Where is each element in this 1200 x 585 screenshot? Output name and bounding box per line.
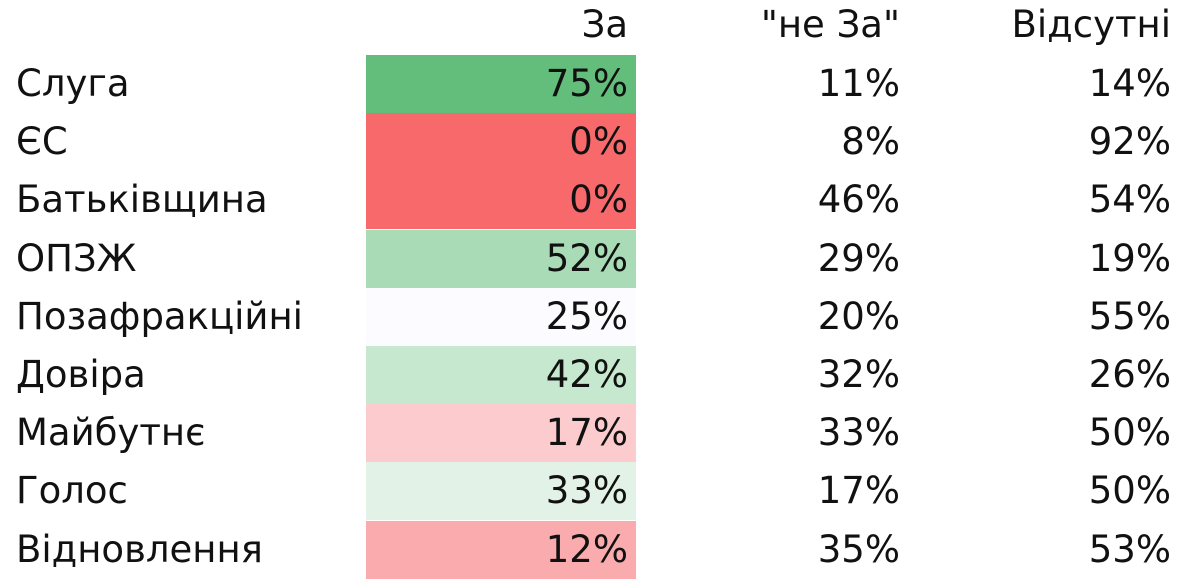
- table-cell: 32%: [817, 353, 900, 396]
- column-header: За: [581, 3, 628, 46]
- column-header: Відсутні: [1011, 3, 1171, 46]
- row-label: ОПЗЖ: [16, 236, 137, 280]
- table-cell: 92%: [1088, 120, 1171, 164]
- table-cell: 42%: [366, 346, 636, 404]
- table-cell: 35%: [817, 527, 900, 571]
- table-cell: 12%: [366, 520, 636, 579]
- table-cell: 19%: [1088, 236, 1171, 280]
- row-label: ЄС: [16, 120, 68, 164]
- table-cell: 17%: [366, 404, 636, 463]
- row-label: Голос: [16, 469, 128, 513]
- row-label: Майбутнє: [16, 411, 206, 455]
- row-label: Слуга: [16, 62, 130, 105]
- table-cell: 46%: [817, 178, 900, 222]
- table-cell: 75%: [366, 55, 636, 113]
- table-cell: 0%: [366, 113, 636, 172]
- table-cell: 29%: [817, 236, 900, 280]
- row-label: Довіра: [16, 353, 146, 396]
- table-cell: 14%: [1088, 62, 1171, 105]
- table-cell: 20%: [817, 294, 900, 338]
- table-cell: 50%: [1088, 469, 1171, 513]
- table-cell: 8%: [841, 120, 900, 164]
- table-cell: 55%: [1088, 294, 1171, 338]
- table-cell: 52%: [366, 229, 636, 288]
- table-cell: 54%: [1088, 178, 1171, 222]
- row-label: Батьківщина: [16, 178, 268, 222]
- table-cell: 33%: [817, 411, 900, 455]
- column-header: "не За": [760, 3, 900, 46]
- table-cell: 53%: [1088, 527, 1171, 571]
- row-label: Позафракційні: [16, 294, 303, 338]
- table-cell: 33%: [366, 462, 636, 521]
- table-cell: 0%: [366, 171, 636, 230]
- table-cell: 26%: [1088, 353, 1171, 396]
- table-cell: 11%: [817, 62, 900, 105]
- table-cell: 50%: [1088, 411, 1171, 455]
- table-cell: 25%: [366, 287, 636, 346]
- row-label: Відновлення: [16, 527, 263, 571]
- table-cell: 17%: [817, 469, 900, 513]
